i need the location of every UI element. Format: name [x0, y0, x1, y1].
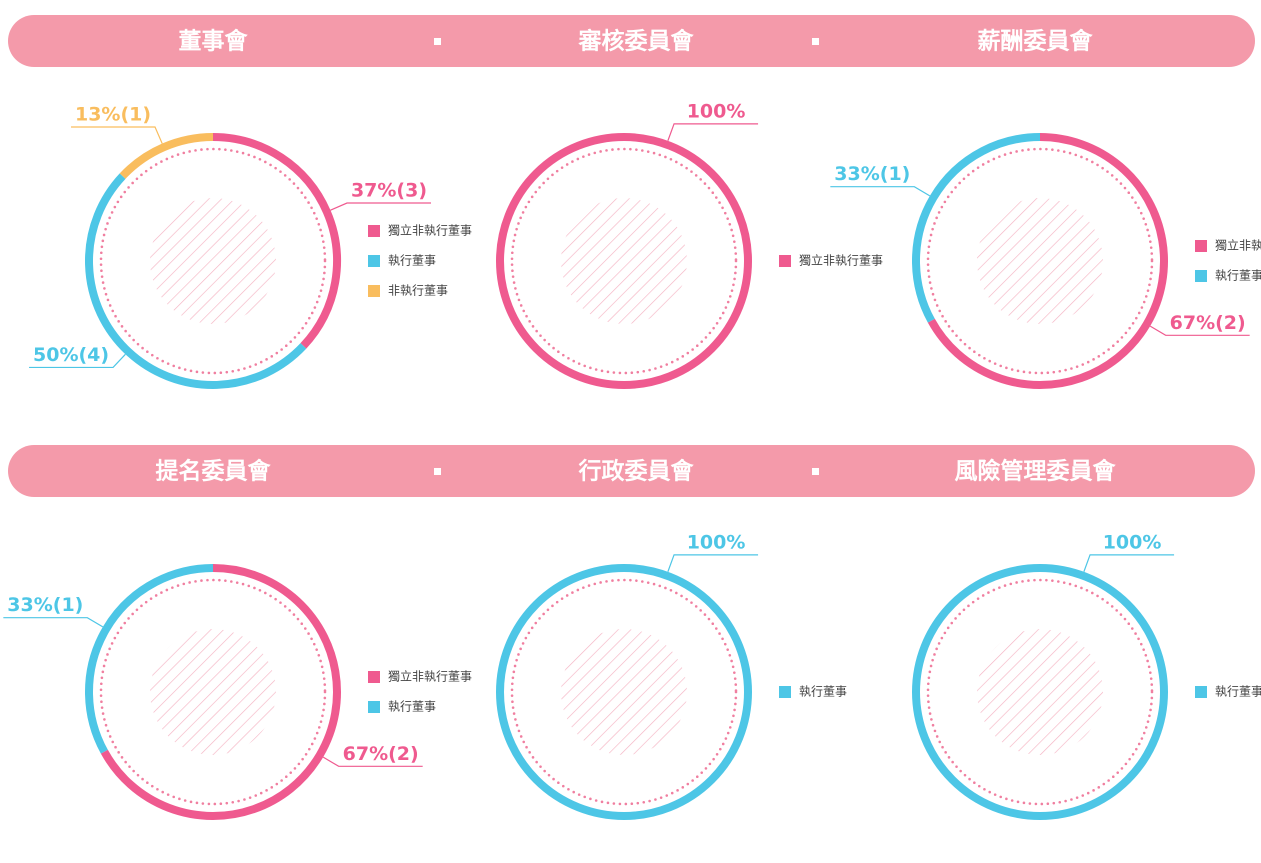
legend-label: 執行董事: [1215, 269, 1261, 283]
hatch-circle: [150, 629, 276, 755]
ring-segment: [212, 133, 341, 349]
legend-swatch: [1195, 240, 1207, 252]
section-title: 提名委員會: [156, 458, 272, 485]
value-label: 100%: [1103, 531, 1162, 553]
leader-line: [3, 617, 104, 628]
value-label: 33%(1): [7, 594, 83, 616]
dotted-ring: [926, 578, 1154, 806]
hatch-circle: [977, 629, 1103, 755]
ring-segment: [85, 564, 214, 754]
leader-line: [322, 756, 423, 767]
value-label: 67%(2): [343, 743, 419, 765]
legend-swatch: [1195, 270, 1207, 282]
legend-swatch: [368, 255, 380, 267]
ring-segment: [496, 133, 752, 389]
dotted-ring: [926, 147, 1154, 375]
leader-line: [667, 554, 759, 572]
legend-swatch: [1195, 686, 1207, 698]
section-title: 行政委員會: [578, 458, 695, 485]
leader-line: [71, 126, 163, 144]
legend-label: 執行董事: [799, 685, 847, 699]
separator: [812, 38, 819, 45]
legend-label: 執行董事: [1215, 685, 1261, 699]
leader-line: [830, 186, 931, 197]
legend-label: 獨立非執行董事: [1215, 238, 1261, 253]
section-title: 董事會: [179, 28, 249, 55]
ring-segment: [496, 564, 752, 820]
value-label: 13%(1): [75, 104, 151, 126]
separator: [812, 468, 819, 475]
separator: [434, 38, 441, 45]
legend-label: 獨立非執行董事: [388, 669, 472, 684]
ring-segment: [912, 564, 1168, 820]
legend-label: 非執行董事: [388, 284, 448, 298]
value-label: 100%: [687, 100, 746, 122]
dotted-ring: [99, 147, 327, 375]
leader-line: [1083, 554, 1175, 572]
value-label: 67%(2): [1170, 312, 1246, 334]
ring-segment: [119, 133, 214, 179]
separator: [434, 468, 441, 475]
dotted-ring: [510, 147, 738, 375]
dotted-ring: [510, 578, 738, 806]
dotted-ring: [99, 578, 327, 806]
value-label: 50%(4): [33, 344, 109, 366]
legend-swatch: [368, 285, 380, 297]
legend-label: 獨立非執行董事: [388, 223, 472, 238]
hatch-circle: [150, 198, 276, 324]
legend-label: 執行董事: [388, 254, 436, 268]
legend-label: 獨立非執行董事: [799, 253, 883, 268]
hatch-circle: [561, 198, 687, 324]
value-label: 37%(3): [351, 180, 427, 202]
legend-swatch: [779, 255, 791, 267]
legend-swatch: [368, 671, 380, 683]
ring-segment: [927, 133, 1168, 389]
legend-swatch: [368, 701, 380, 713]
leader-line: [29, 353, 126, 369]
legend-swatch: [368, 225, 380, 237]
value-label: 33%(1): [834, 163, 910, 185]
value-label: 100%: [687, 531, 746, 553]
header-bar: [8, 15, 1255, 67]
ring-segment: [912, 133, 1041, 323]
header-bar: [8, 445, 1255, 497]
ring-segment: [85, 173, 307, 389]
hatch-circle: [561, 629, 687, 755]
hatch-circle: [977, 198, 1103, 324]
leader-line: [330, 202, 431, 211]
ring-segment: [100, 564, 341, 820]
leader-line: [1149, 325, 1250, 336]
section-title: 風險管理委員會: [955, 458, 1117, 485]
section-title: 審核委員會: [578, 28, 695, 55]
legend-swatch: [779, 686, 791, 698]
section-title: 薪酬委員會: [978, 28, 1094, 55]
leader-line: [667, 123, 759, 141]
legend-label: 執行董事: [388, 700, 436, 714]
